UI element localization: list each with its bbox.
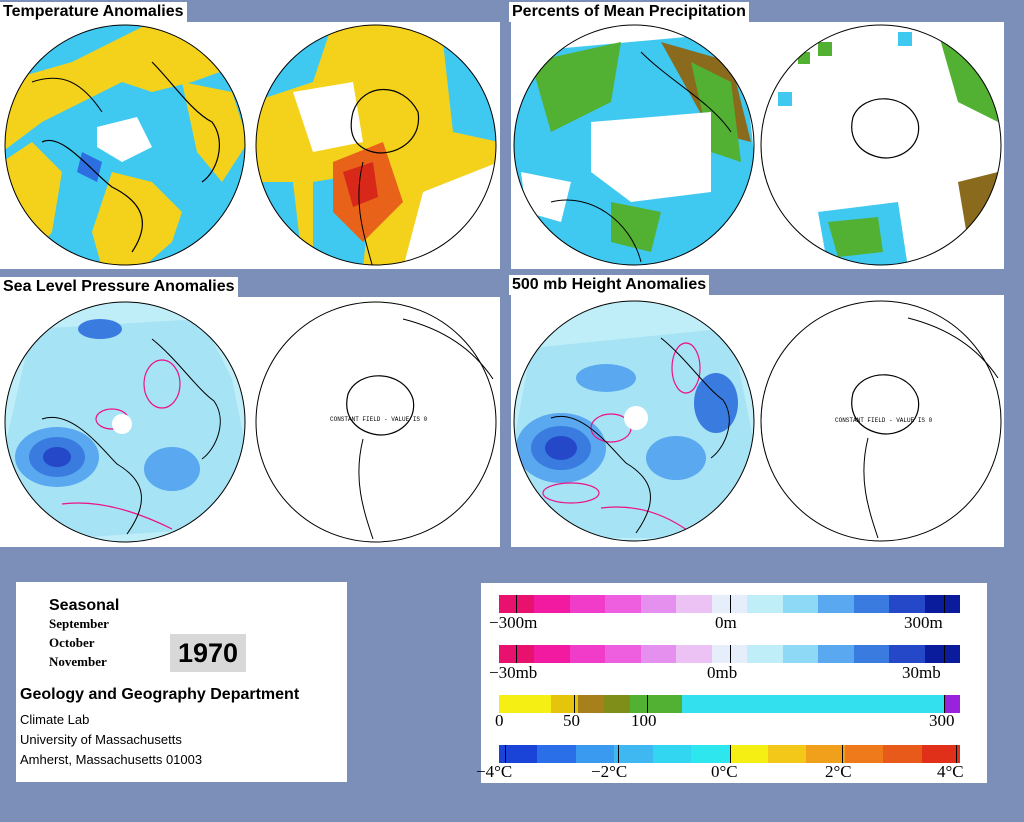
pressure-tick	[730, 645, 731, 663]
height500-title: 500 mb Height Anomalies	[509, 275, 710, 295]
lab-name: Climate Lab	[20, 712, 90, 727]
slp-sh-globe	[255, 301, 497, 543]
precip-tick	[647, 695, 648, 713]
temperature-nh-globe	[4, 24, 246, 266]
temperature-tick	[730, 745, 731, 763]
temperature-tick	[842, 745, 843, 763]
department-name: Geology and Geography Department	[20, 686, 300, 703]
height-tick	[730, 595, 731, 613]
pressure-colorbar	[499, 645, 961, 663]
legend-box: −300m 0m 300m −30mb 0mb 30mb 0 50 100 30…	[476, 583, 987, 783]
precipitation-title: Percents of Mean Precipitation	[509, 2, 749, 22]
temperature-sh-globe	[255, 24, 497, 266]
temperature-title: Temperature Anomalies	[0, 2, 187, 22]
slp-nh-globe	[4, 301, 246, 543]
pressure-tick	[516, 645, 517, 663]
address-line: Amherst, Massachusetts 01003	[20, 752, 203, 767]
precipitation-nh-globe	[513, 24, 755, 266]
height-label: 0m	[715, 613, 737, 632]
precip-label: 0	[495, 711, 504, 730]
temperature-colorbar	[499, 745, 961, 763]
temperature-tick	[505, 745, 506, 763]
month-label: October	[49, 635, 95, 650]
height500-nh-globe	[513, 300, 755, 542]
pressure-label: 30mb	[902, 663, 941, 682]
precip-colorbar	[499, 695, 960, 713]
slp-title: Sea Level Pressure Anomalies	[0, 277, 238, 297]
height500-constant-field-label: CONSTANT FIELD - VALUE IS 0	[835, 417, 933, 424]
precip-tick	[574, 695, 575, 713]
precip-label: 50	[563, 711, 580, 730]
temperature-label: 0°C	[711, 762, 738, 781]
height-tick	[516, 595, 517, 613]
temperature-label: 2°C	[825, 762, 852, 781]
precip-label: 300	[929, 711, 955, 730]
height-label: −300m	[489, 613, 538, 632]
temperature-tick	[956, 745, 957, 763]
temperature-tick	[618, 745, 619, 763]
precip-tick	[944, 695, 945, 713]
month-label: November	[49, 654, 107, 669]
temperature-label: −4°C	[476, 762, 513, 781]
pressure-tick	[944, 645, 945, 663]
height500-panel: CONSTANT FIELD - VALUE IS 0	[511, 295, 1004, 547]
year-display: 1970	[170, 634, 246, 672]
precipitation-sh-globe	[760, 24, 1002, 266]
height-label: 300m	[904, 613, 943, 632]
pressure-label: −30mb	[489, 663, 538, 682]
pressure-label: 0mb	[707, 663, 738, 682]
precipitation-panel	[511, 22, 1004, 269]
height-tick	[944, 595, 945, 613]
temperature-label: 4°C	[937, 762, 964, 781]
university-name: University of Massachusetts	[20, 732, 182, 747]
month-label: September	[49, 616, 109, 631]
temperature-panel	[0, 22, 500, 269]
slp-constant-field-label: CONSTANT FIELD - VALUE IS 0	[330, 416, 428, 423]
info-box: Seasonal September October November 1970…	[16, 582, 347, 782]
temperature-label: −2°C	[591, 762, 628, 781]
slp-panel: CONSTANT FIELD - VALUE IS 0	[0, 297, 500, 547]
height500-sh-globe	[760, 300, 1002, 542]
height-colorbar	[499, 595, 961, 613]
season-heading: Seasonal	[49, 597, 120, 614]
precip-label: 100	[631, 711, 657, 730]
